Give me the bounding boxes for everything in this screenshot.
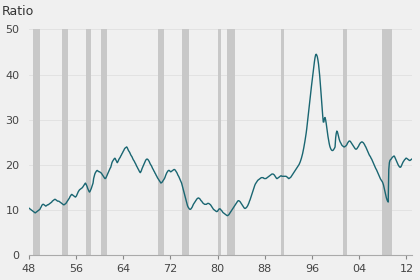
Bar — [34, 29, 40, 255]
Bar — [218, 29, 221, 255]
Bar — [181, 29, 189, 255]
Bar — [86, 29, 91, 255]
Bar — [382, 29, 392, 255]
Bar — [158, 29, 164, 255]
Bar — [62, 29, 68, 255]
Bar — [343, 29, 347, 255]
Bar — [101, 29, 107, 255]
Text: Ratio: Ratio — [2, 5, 34, 18]
Bar — [281, 29, 284, 255]
Bar — [227, 29, 235, 255]
